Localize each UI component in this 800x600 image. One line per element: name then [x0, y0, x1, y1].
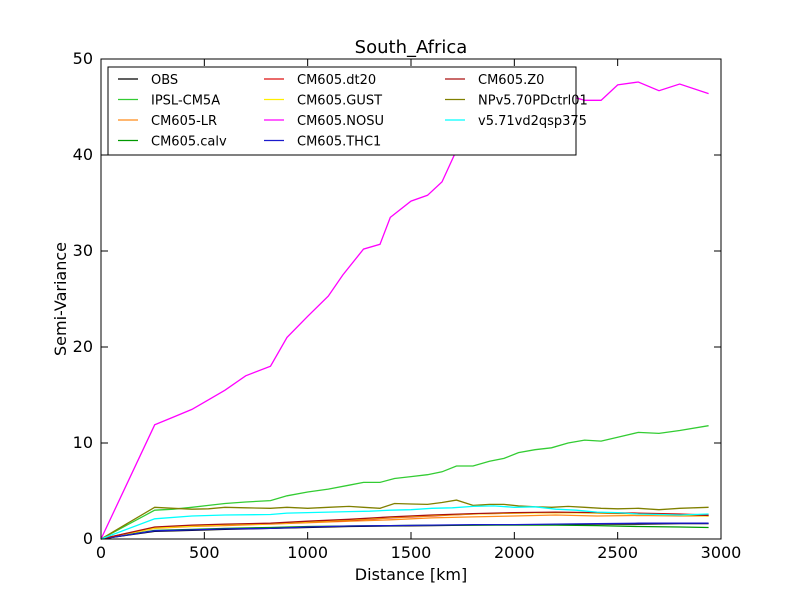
ticks-layer: 0 500 1000 1500 2000 2500 3000 0 10 20 30 40 50 [73, 49, 742, 562]
series-line-2 [100, 514, 709, 540]
y-tick-label: 50 [73, 49, 93, 68]
series-line-10 [100, 505, 709, 540]
y-tick-label: 40 [73, 145, 93, 164]
legend-label: CM605.dt20 [297, 73, 376, 88]
x-tick-label: 0 [96, 543, 106, 562]
x-tick-label: 2500 [597, 543, 638, 562]
chart-title: South_Africa [355, 37, 468, 58]
series-line-7 [100, 522, 709, 540]
legend: OBS IPSL-CM5A CM605-LR CM605.calv CM605.dt20… [107, 66, 588, 156]
x-tick-label: 1000 [287, 543, 328, 562]
legend-label: CM605.Z0 [478, 73, 544, 88]
legend-label: CM605-LR [151, 114, 217, 129]
x-tick-label: 1500 [391, 543, 432, 562]
x-tick-label: 500 [189, 543, 220, 562]
legend-label: CM605.THC1 [297, 135, 381, 150]
x-tick-label: 3000 [701, 543, 742, 562]
legend-label: v5.71vd2qsp375 [478, 114, 587, 129]
legend-label: CM605.GUST [297, 94, 382, 109]
y-tick-label: 10 [73, 433, 93, 452]
legend-box [107, 66, 577, 156]
y-tick-label: 0 [83, 529, 93, 548]
y-tick-label: 20 [73, 337, 93, 356]
legend-label: CM605.calv [151, 135, 227, 150]
x-tick-label: 2000 [494, 543, 535, 562]
series-line-9 [100, 499, 709, 540]
series-line-1 [100, 425, 709, 540]
legend-label: OBS [151, 73, 178, 88]
series-line-6 [100, 81, 709, 540]
y-tick-label: 30 [73, 241, 93, 260]
legend-label: CM605.NOSU [297, 114, 384, 129]
x-axis-label: Distance [km] [355, 565, 467, 584]
legend-label: IPSL-CM5A [151, 94, 220, 109]
legend-label: NPv5.70PDctrl01 [478, 94, 588, 109]
series-layer [100, 81, 709, 540]
y-axis-label: Semi-Variance [51, 242, 70, 356]
